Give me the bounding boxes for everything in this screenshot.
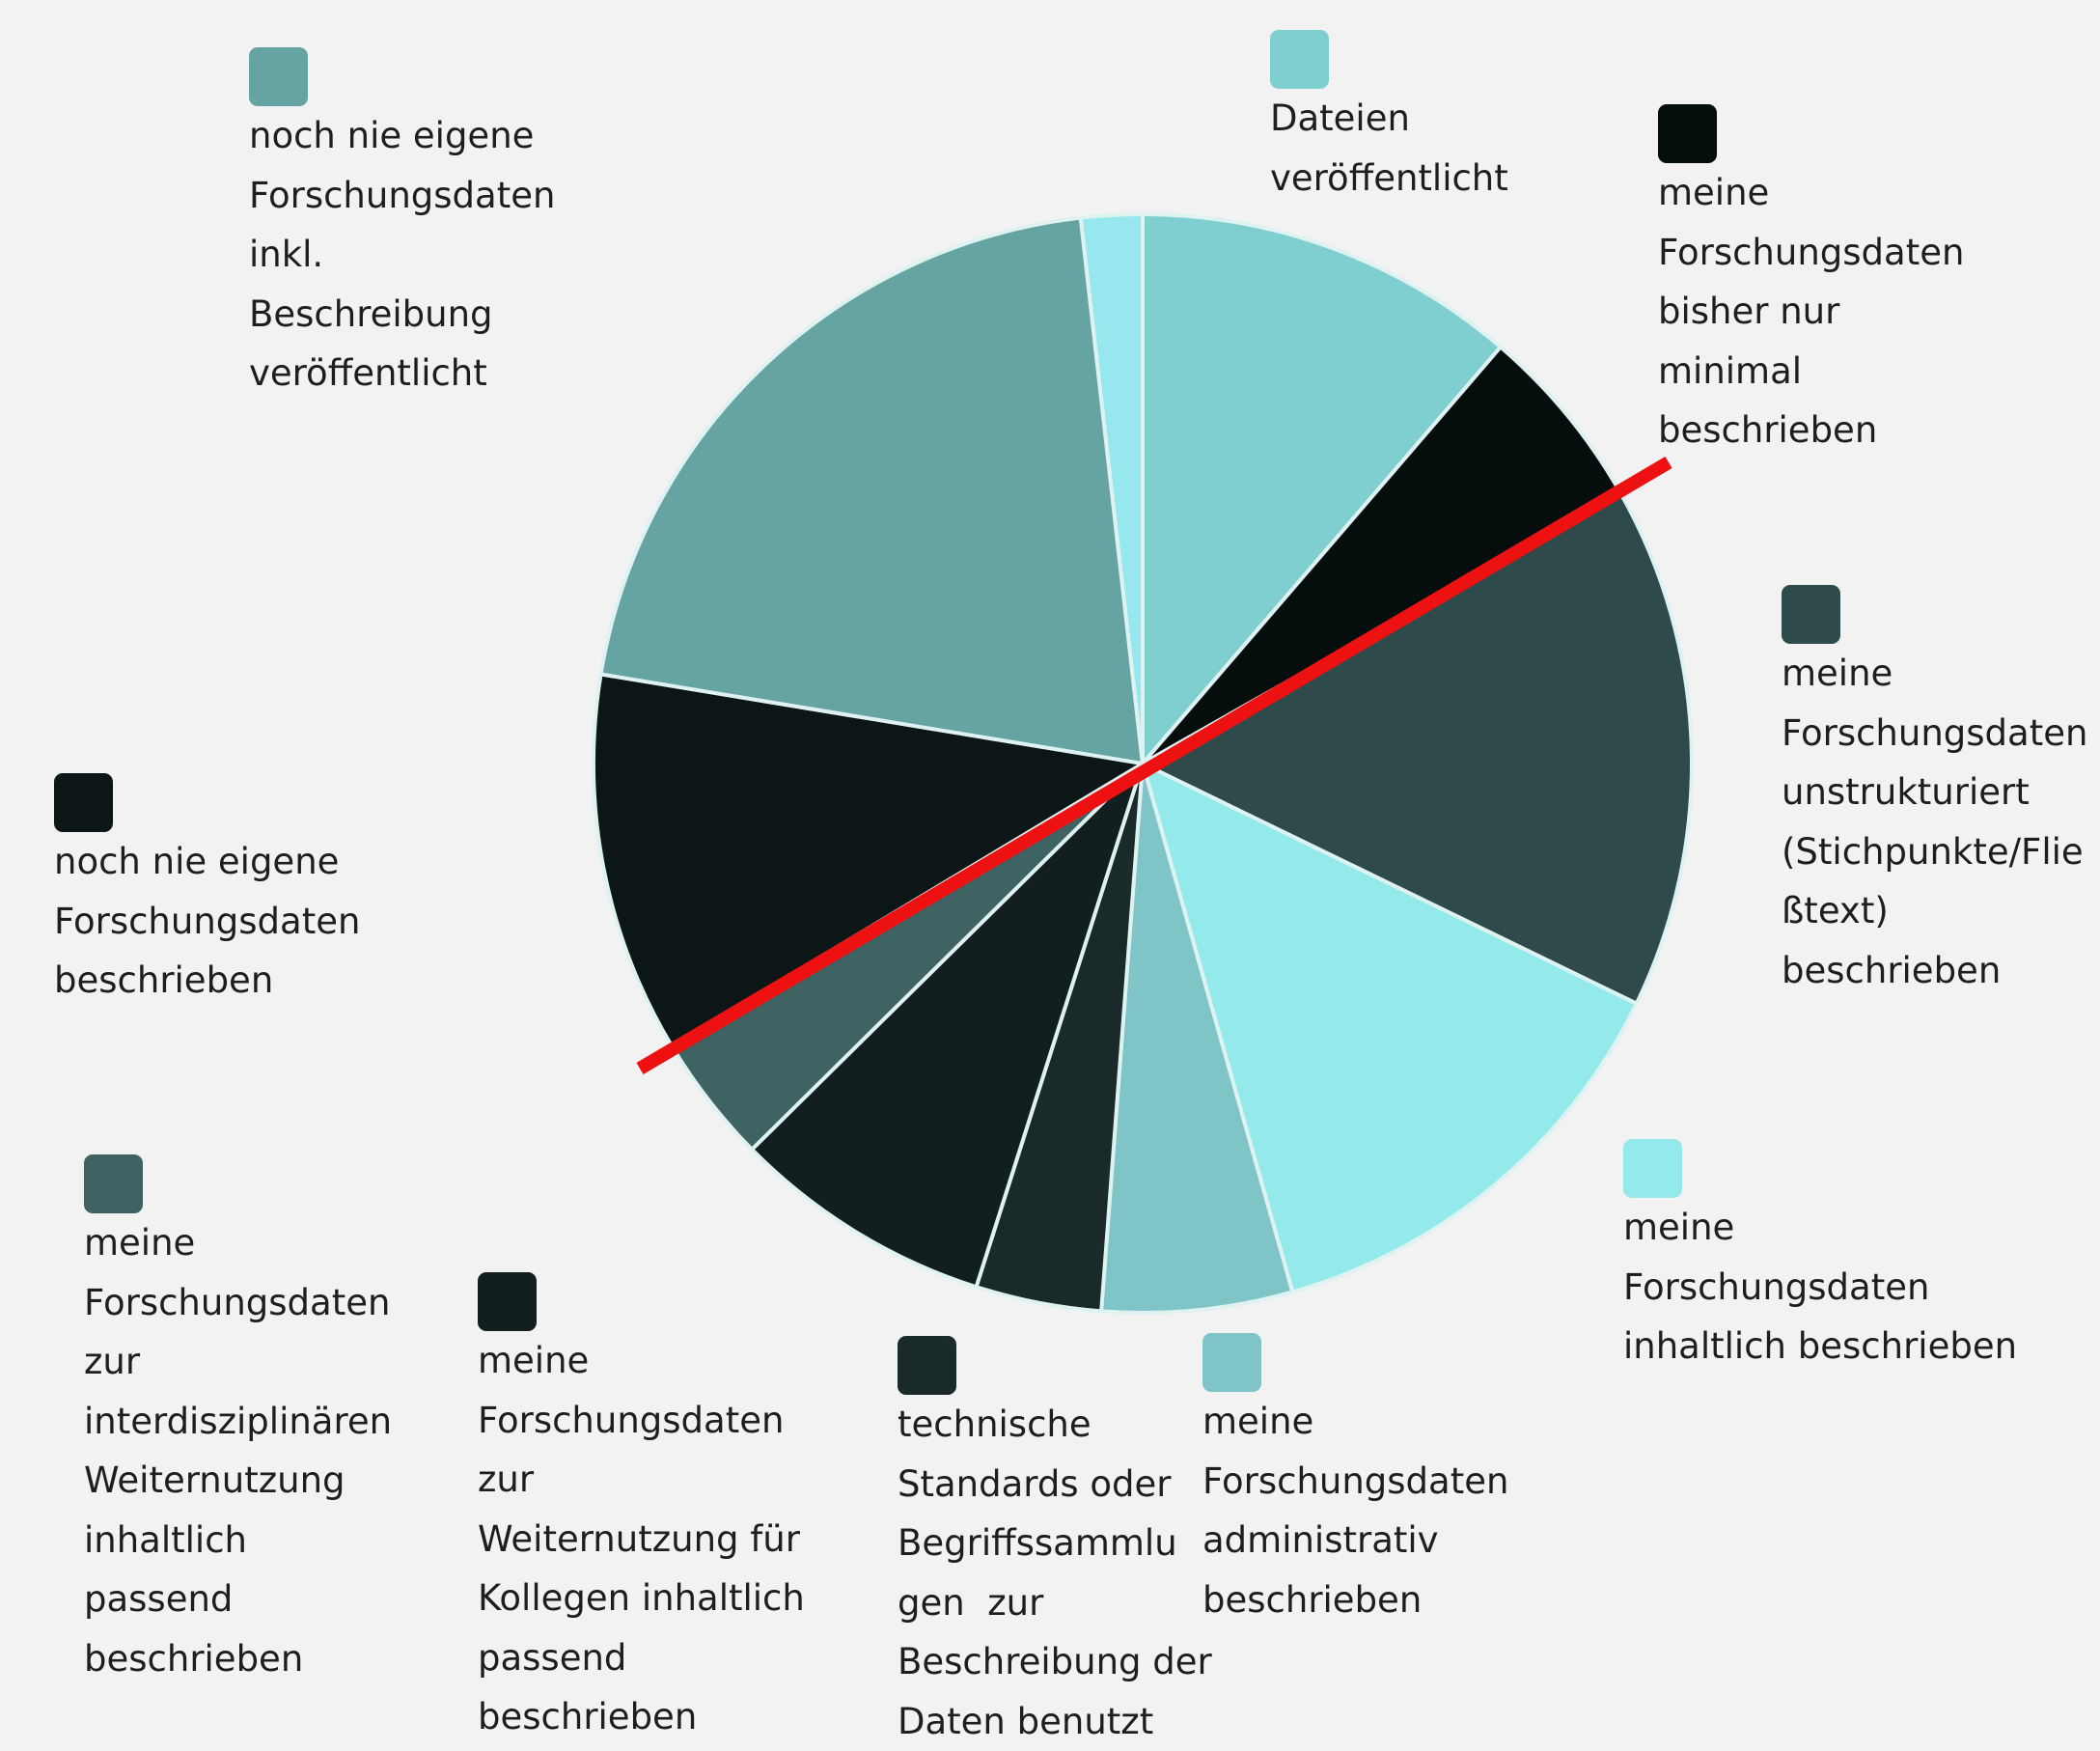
pie-slice [1138, 489, 1694, 1007]
legend-entry: meine Forschungsdaten administrativ besc… [1202, 1333, 1508, 1629]
legend-label: meine Forschungsdaten bisher nur minimal… [1658, 172, 1965, 451]
legend-label: Dateien veröffentlicht [1270, 97, 1508, 199]
legend-label: meine Forschungsdaten zur interdisziplin… [84, 1222, 393, 1680]
legend-label: technische Standards oder Begriffssammlu… [898, 1404, 1212, 1742]
pie-slice [749, 762, 1145, 1290]
legend-entry: meine Forschungsdaten inhaltlich beschri… [1623, 1139, 2017, 1376]
pie-slice [1141, 211, 1504, 769]
legend-entry: technische Standards oder Begriffssammlu… [898, 1336, 1212, 1751]
legend-entry: meine Forschungsdaten bisher nur minimal… [1658, 104, 1964, 460]
legend-swatch [898, 1336, 956, 1395]
pie-slice [592, 672, 1148, 1049]
legend-swatch [1270, 30, 1329, 89]
legend-entry: Dateien veröffentlicht [1270, 30, 1508, 208]
legend-label: meine Forschungsdaten zur Weiternutzung … [478, 1340, 805, 1737]
legend-entry: meine Forschungsdaten zur interdisziplin… [84, 1154, 392, 1688]
legend-swatch [249, 47, 308, 106]
legend-label: meine Forschungsdaten administrativ besc… [1202, 1401, 1509, 1621]
pie-slice [1098, 763, 1295, 1315]
legend-swatch [478, 1272, 537, 1331]
legend-label: meine Forschungsdaten inhaltlich beschri… [1623, 1207, 2018, 1367]
legend-entry: meine Forschungsdaten unstrukturiert (St… [1782, 585, 2087, 1000]
legend-swatch [1658, 104, 1717, 163]
legend-entry: meine Forschungsdaten zur Weiternutzung … [478, 1272, 805, 1747]
slices [592, 211, 1694, 1315]
legend-label: meine Forschungsdaten unstrukturiert (St… [1782, 653, 2088, 991]
legend-swatch [84, 1154, 143, 1213]
pie-slice [1078, 211, 1145, 764]
legend-entry: noch nie eigene Forschungsdaten inkl. Be… [249, 47, 555, 403]
pie-slice [1139, 760, 1640, 1294]
legend-swatch [54, 773, 113, 832]
legend-label: noch nie eigene Forschungsdaten inkl. Be… [249, 115, 556, 394]
legend-swatch [1782, 585, 1840, 644]
legend-entry: noch nie eigene Forschungsdaten beschrie… [54, 773, 360, 1011]
legend-label: noch nie eigene Forschungsdaten beschrie… [54, 841, 361, 1001]
legend-swatch [1202, 1333, 1261, 1392]
legend-swatch [1623, 1139, 1682, 1198]
red-annotation-line [636, 456, 1672, 1075]
pie-slice [598, 215, 1146, 766]
